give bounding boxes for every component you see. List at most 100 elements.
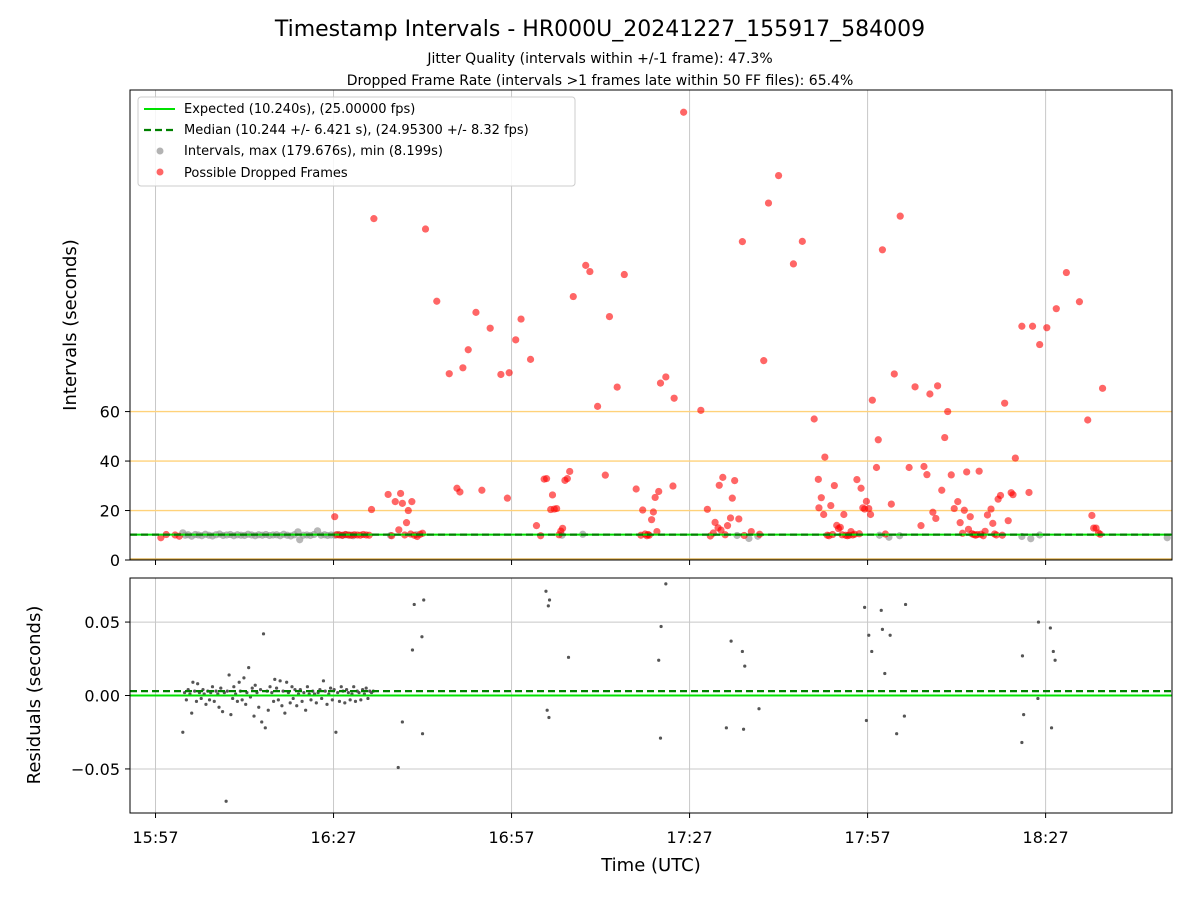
residual-point bbox=[261, 632, 266, 636]
dropped-frame-point bbox=[853, 476, 861, 484]
residual-point bbox=[357, 690, 361, 695]
dropped-frame-point bbox=[582, 261, 590, 269]
residual-point bbox=[757, 707, 761, 711]
dropped-frame-point bbox=[715, 481, 723, 489]
residual-point bbox=[219, 686, 223, 690]
residual-point bbox=[659, 624, 663, 629]
residual-point bbox=[337, 699, 342, 703]
dropped-frame-point bbox=[981, 527, 989, 535]
dropped-frame-point bbox=[421, 225, 430, 233]
dropped-frame-point bbox=[789, 260, 798, 268]
residuals-y-axis-label: Residuals (seconds) bbox=[24, 606, 45, 785]
residual-point bbox=[1036, 696, 1040, 701]
dropped-frame-point bbox=[384, 490, 392, 499]
dropped-frame-point bbox=[983, 511, 992, 519]
residual-point bbox=[320, 696, 324, 701]
dropped-frame-point bbox=[717, 526, 725, 534]
residual-point bbox=[273, 677, 277, 681]
residual-point bbox=[328, 686, 333, 690]
residual-point bbox=[285, 680, 289, 684]
dropped-frame-point bbox=[503, 494, 511, 502]
dropped-frame-point bbox=[703, 505, 711, 513]
dropped-frame-point bbox=[1062, 268, 1070, 277]
residuals-y-tick-label: 0.05 bbox=[84, 613, 120, 632]
residual-point bbox=[1051, 649, 1055, 654]
dropped-frame-point bbox=[934, 382, 942, 390]
intervals-y-tick-label: 60 bbox=[100, 403, 120, 422]
residual-point bbox=[420, 635, 424, 639]
residual-point bbox=[199, 696, 203, 701]
dropped-frame-point bbox=[878, 246, 887, 254]
residual-point bbox=[283, 711, 287, 715]
x-tick-label: 16:27 bbox=[310, 828, 356, 847]
dropped-frame-point bbox=[1009, 491, 1017, 499]
dropped-frame-point bbox=[569, 292, 577, 301]
residual-point bbox=[364, 686, 368, 690]
intervals-y-tick-label: 0 bbox=[110, 551, 120, 570]
dropped-frame-point bbox=[1001, 399, 1009, 407]
chart-subtitle-dropped: Dropped Frame Rate (intervals >1 frames … bbox=[347, 73, 854, 89]
dropped-frame-point bbox=[563, 475, 571, 483]
residual-point bbox=[330, 698, 334, 702]
legend: Expected (10.240s), (25.00000 fps) Media… bbox=[137, 96, 576, 187]
residual-point bbox=[302, 690, 306, 695]
residual-point bbox=[290, 685, 294, 689]
interval-point bbox=[1027, 535, 1035, 543]
dropped-frame-point bbox=[857, 484, 865, 492]
residual-point bbox=[266, 708, 270, 712]
dropped-frame-point bbox=[1088, 511, 1096, 520]
dropped-frame-point bbox=[905, 463, 913, 472]
dropped-frame-point bbox=[719, 473, 727, 481]
dropped-frame-point bbox=[433, 297, 441, 305]
dropped-frame-point bbox=[395, 526, 403, 534]
dropped-frame-point bbox=[821, 453, 829, 461]
residual-point bbox=[1020, 740, 1024, 745]
residual-point bbox=[274, 686, 279, 690]
residuals-axis-ticks: 15:57 16:27 16:57 17:27 17:57 18:27 0.05 0.00 −0… bbox=[71, 613, 1069, 847]
dropped-frame-point bbox=[408, 498, 416, 506]
residual-point bbox=[1049, 726, 1054, 730]
dropped-frame-point bbox=[396, 489, 405, 498]
dropped-frame-point bbox=[445, 370, 453, 378]
legend-box bbox=[137, 96, 576, 187]
residual-point bbox=[883, 671, 887, 676]
dropped-frame-point bbox=[890, 370, 898, 378]
residual-point bbox=[895, 732, 899, 736]
dropped-frame-point bbox=[958, 529, 967, 537]
dropped-frame-point bbox=[996, 491, 1005, 500]
legend-expected-label: Expected (10.240s), (25.00000 fps) bbox=[184, 102, 415, 117]
dropped-frame-point bbox=[820, 510, 828, 519]
dropped-frame-point bbox=[478, 486, 486, 494]
residual-point bbox=[348, 698, 352, 702]
residual-point bbox=[204, 702, 208, 706]
residual-point bbox=[863, 605, 867, 609]
dropped-frame-point bbox=[632, 485, 640, 493]
dropped-frame-point bbox=[987, 505, 995, 513]
dropped-frame-point bbox=[868, 396, 876, 404]
dropped-frame-point bbox=[367, 505, 376, 514]
residual-point bbox=[346, 690, 350, 695]
dropped-frame-point bbox=[764, 199, 773, 207]
dropped-frame-point bbox=[418, 529, 427, 537]
residual-point bbox=[879, 608, 883, 612]
dropped-frame-point bbox=[947, 471, 955, 479]
residual-point bbox=[1048, 626, 1052, 630]
intervals-y-axis-label: Intervals (seconds) bbox=[60, 239, 81, 411]
dropped-frame-point bbox=[932, 514, 940, 523]
residuals-plot-panel: 15:57 16:27 16:57 17:27 17:57 18:27 0.05 0.00 −0… bbox=[24, 577, 1173, 876]
residual-point bbox=[268, 685, 272, 689]
residual-point bbox=[258, 688, 263, 692]
dropped-frame-point bbox=[920, 462, 928, 471]
dropped-frame-point bbox=[874, 436, 882, 444]
residual-point bbox=[232, 685, 236, 689]
residual-point bbox=[741, 727, 746, 731]
dropped-frame-point bbox=[697, 406, 705, 414]
dropped-frame-point bbox=[887, 500, 895, 508]
dropped-frame-point bbox=[542, 475, 551, 483]
dropped-frame-point bbox=[653, 527, 661, 536]
dropped-frame-point bbox=[815, 504, 823, 512]
residual-point bbox=[217, 705, 221, 709]
dropped-frame-point bbox=[711, 518, 719, 527]
residual-point bbox=[724, 726, 728, 730]
dropped-frame-point bbox=[593, 402, 602, 410]
